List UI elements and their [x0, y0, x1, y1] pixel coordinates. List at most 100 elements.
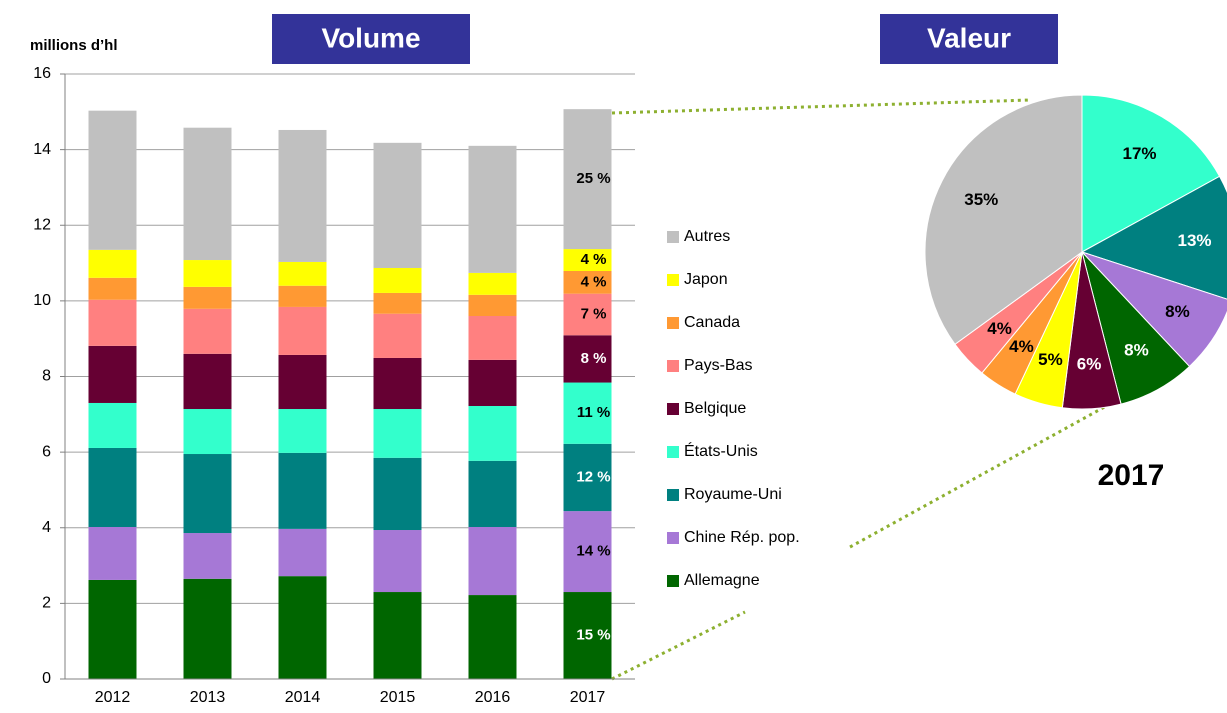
slice-label: 5%: [1038, 350, 1063, 369]
segment-label: 11 %: [577, 404, 610, 421]
bar-segment: [468, 526, 517, 596]
slice-label: 8%: [1124, 341, 1149, 360]
slice-label: 4%: [987, 319, 1012, 338]
legend-label: Belgique: [684, 400, 746, 417]
slice-label: 13%: [1178, 231, 1212, 250]
legend-swatch: [667, 489, 679, 501]
legend-swatch: [667, 532, 679, 544]
bar-segment: [373, 313, 422, 358]
x-tick-label: 2014: [285, 689, 321, 706]
bar-segment: [468, 405, 517, 461]
bar-segment: [278, 576, 327, 679]
bar-segment: [563, 335, 612, 383]
y-tick-label: 6: [42, 443, 51, 460]
bar-segment: [373, 592, 422, 679]
bar-segment: [563, 249, 612, 272]
bar-segment: [468, 316, 517, 360]
bar-segment: [373, 409, 422, 458]
legend-label: Allemagne: [684, 572, 760, 589]
y-tick-label: 10: [33, 292, 51, 309]
bar-segment: [563, 109, 612, 250]
legend-label: Autres: [684, 228, 730, 245]
pie-slice: [1080, 175, 1227, 300]
y-tick-label: 16: [33, 65, 51, 82]
bar-segment: [183, 578, 232, 679]
bar-segment: [373, 267, 422, 293]
x-tick-label: 2013: [190, 689, 226, 706]
bar-segment: [563, 443, 612, 512]
bar-segment: [88, 579, 137, 679]
bar-segment: [183, 353, 232, 410]
bar-segment: [373, 457, 422, 531]
y-axis-label: millions d’hl: [30, 37, 118, 54]
y-tick-label: 0: [42, 670, 51, 687]
bar-segment: [278, 452, 327, 529]
bar-segment: [183, 260, 232, 287]
bar-segment: [278, 354, 327, 410]
bar-segment: [373, 142, 422, 268]
x-tick-label: 2016: [475, 689, 511, 706]
legend-label: Canada: [684, 314, 740, 331]
pie-slice: [924, 94, 1083, 345]
bar-segment: [468, 272, 517, 295]
bar-segment: [183, 533, 232, 579]
segment-label: 14 %: [576, 543, 610, 560]
bar-segment: [563, 382, 612, 444]
segment-label: 25 %: [576, 170, 610, 187]
legend-swatch: [667, 317, 679, 329]
connector: [611, 98, 1111, 681]
segment-label: 7 %: [581, 305, 607, 322]
legend-swatch: [667, 575, 679, 587]
bar-segment: [278, 129, 327, 262]
bar-segment: [88, 447, 137, 527]
y-tick-label: 14: [33, 141, 51, 158]
legend-label: États-Unis: [684, 441, 758, 460]
bar-segment: [563, 511, 612, 593]
x-tick-label: 2015: [380, 689, 416, 706]
legend-label: Royaume-Uni: [684, 486, 782, 503]
segment-label: 12 %: [576, 468, 610, 485]
bar-segment: [278, 528, 327, 577]
legend-swatch: [667, 446, 679, 458]
bar-segment: [183, 127, 232, 261]
bar-segment: [88, 526, 137, 580]
legend-swatch: [667, 403, 679, 415]
bar-segment: [88, 402, 137, 448]
bar-segment: [563, 592, 612, 679]
bar-segment: [183, 286, 232, 309]
title-box: [272, 14, 470, 64]
bar-segment: [278, 261, 327, 286]
bar-segment: [563, 293, 612, 336]
x-tick-label: 2017: [570, 689, 606, 706]
segment-label: 4 %: [581, 251, 607, 268]
bar-segment: [88, 277, 137, 300]
bar-segment: [373, 292, 422, 314]
bar-segment: [563, 271, 612, 294]
slice-label: 35%: [964, 190, 998, 209]
bar-segment: [183, 409, 232, 455]
bar-segment: [278, 285, 327, 307]
chart-title: Volume: [321, 22, 420, 53]
bar-segment: [183, 308, 232, 354]
y-tick-label: 4: [42, 519, 51, 536]
bar-segment: [88, 110, 137, 250]
y-tick-label: 12: [33, 216, 51, 233]
title-box: [880, 14, 1058, 64]
slice-label: 17%: [1123, 144, 1157, 163]
bar-segment: [468, 145, 517, 273]
x-tick-label: 2012: [95, 689, 131, 706]
bar-segment: [88, 299, 137, 346]
y-tick-label: 8: [42, 368, 51, 385]
pie-slice: [1081, 94, 1221, 253]
chart-title: Valeur: [927, 22, 1011, 53]
bar-segment: [373, 530, 422, 593]
bar-segment: [278, 306, 327, 355]
bar-segment: [468, 460, 517, 527]
slice-label: 6%: [1077, 354, 1102, 373]
bar-segment: [183, 454, 232, 534]
pie-label: 2017: [1098, 459, 1165, 492]
legend-label: Chine Rép. pop.: [684, 529, 800, 546]
legend-swatch: [667, 360, 679, 372]
